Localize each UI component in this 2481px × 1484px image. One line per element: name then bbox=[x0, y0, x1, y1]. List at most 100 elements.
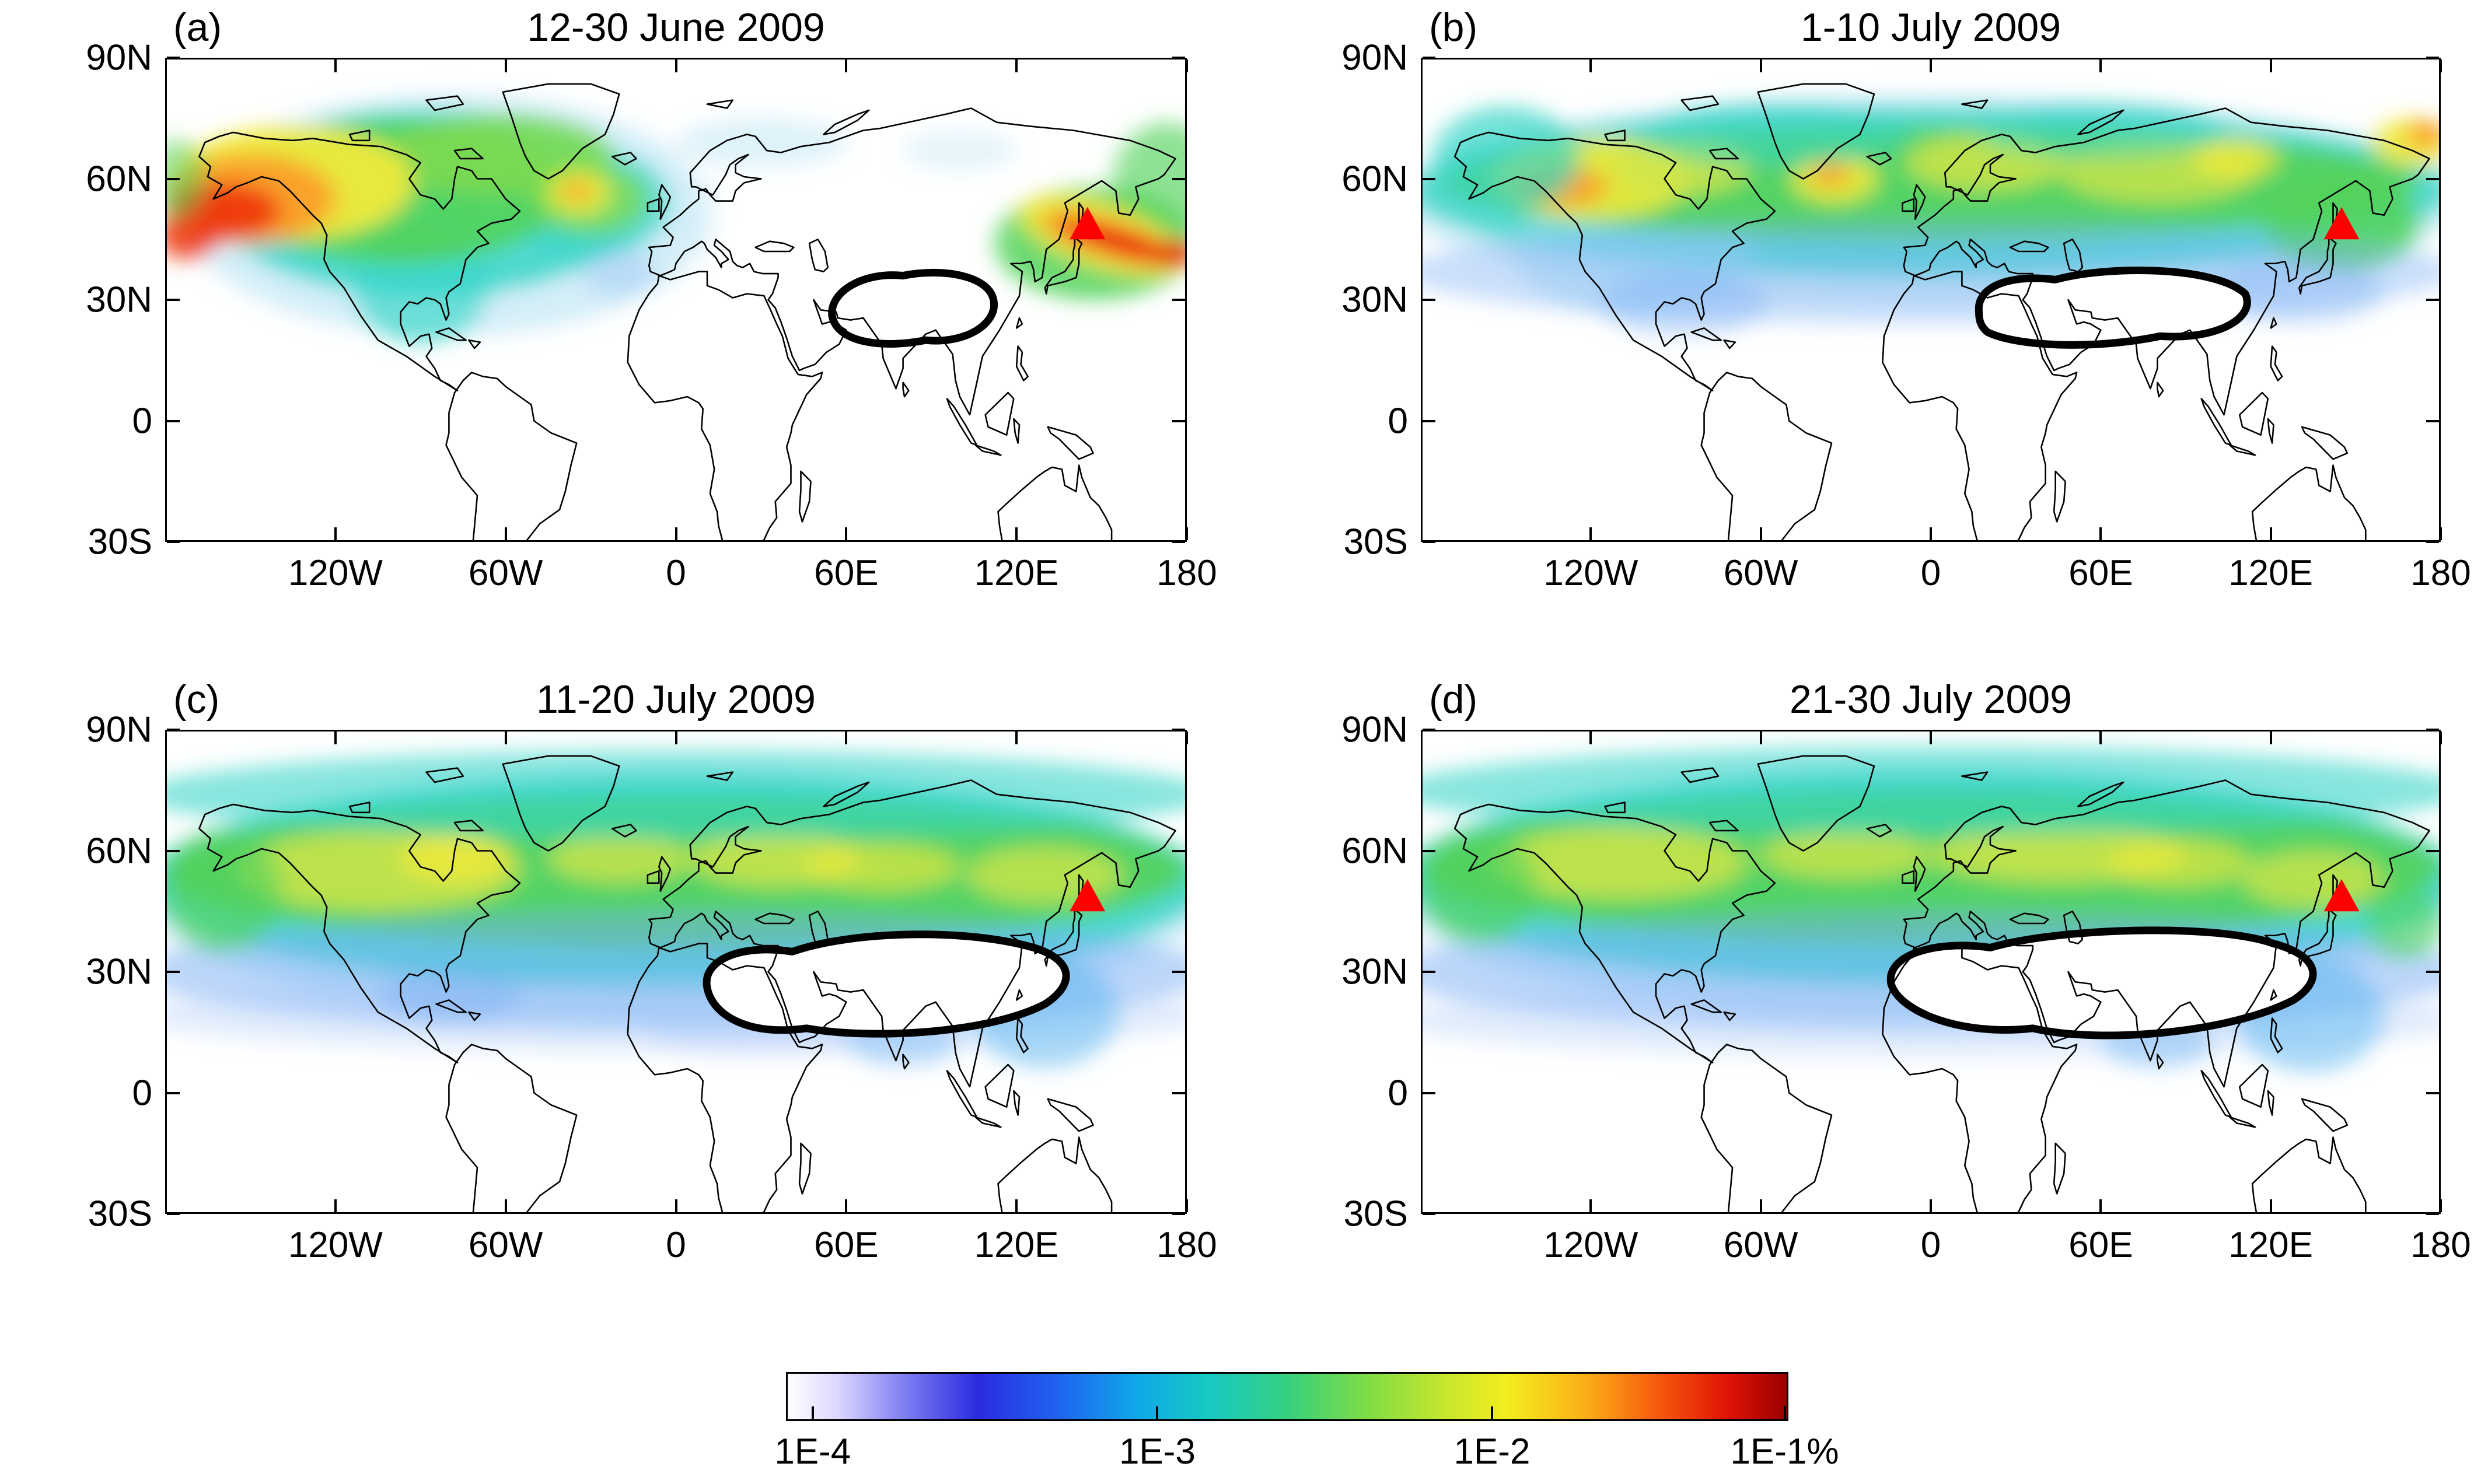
x-axis-tick-label: 180 bbox=[1156, 553, 1217, 593]
y-tick-mark bbox=[167, 177, 180, 180]
map-panel-c: (c) 11-20 July 2009 120W 60W 0 60E 120E 180 90… bbox=[86, 680, 1217, 1265]
y-axis-tick-label: 60N bbox=[1341, 159, 1408, 199]
panel-letter-a: (a) bbox=[173, 5, 222, 50]
heat-field bbox=[165, 750, 1187, 1069]
colorbar-tick-label: 1E-2 bbox=[1453, 1432, 1530, 1472]
x-axis-tick-label: 60E bbox=[2068, 1225, 2133, 1265]
x-tick-mark bbox=[504, 1199, 507, 1212]
y-axis-tick-label: 30S bbox=[1343, 522, 1408, 562]
anticyclone-contour bbox=[1891, 930, 2313, 1035]
x-tick-mark bbox=[2269, 60, 2272, 72]
x-tick-mark bbox=[1186, 60, 1188, 72]
panel-letter-b: (b) bbox=[1429, 5, 1478, 50]
y-tick-mark bbox=[1172, 177, 1185, 180]
x-axis-tick-label: 120W bbox=[288, 1225, 383, 1265]
y-tick-mark bbox=[167, 971, 180, 973]
world-heatmap-b bbox=[1421, 58, 2441, 542]
x-axis-tick-label: 120E bbox=[2228, 553, 2313, 593]
x-tick-mark bbox=[845, 60, 848, 72]
x-axis-tick-label: 180 bbox=[2410, 1225, 2471, 1265]
y-tick-mark bbox=[1172, 299, 1185, 301]
y-tick-mark bbox=[167, 299, 180, 301]
map-panel-b: (b) 1-10 July 2009 120W 60W 0 60E 120E 180 90N… bbox=[1341, 8, 2470, 593]
y-tick-mark bbox=[1172, 541, 1185, 543]
map-panel-d: (d) 21-30 July 2009 120W 60W 0 60E 120E 180 90… bbox=[1341, 680, 2470, 1265]
y-tick-mark bbox=[1172, 729, 1185, 731]
contour-interior bbox=[1891, 930, 2314, 1036]
x-axis-tick-label: 180 bbox=[2410, 553, 2471, 593]
y-tick-mark bbox=[1172, 1091, 1185, 1094]
x-tick-mark bbox=[1015, 732, 1018, 744]
red-triangle-marker-icon bbox=[1070, 206, 1106, 240]
x-tick-mark bbox=[1759, 732, 1762, 744]
x-axis-tick-label: 120E bbox=[974, 553, 1059, 593]
x-tick-mark bbox=[675, 60, 677, 72]
y-tick-mark bbox=[1423, 57, 1435, 59]
y-tick-mark bbox=[2426, 971, 2439, 973]
x-tick-mark bbox=[504, 732, 507, 744]
colorbar-tick-mark bbox=[1783, 1406, 1786, 1419]
x-tick-mark bbox=[1186, 527, 1188, 540]
x-tick-mark bbox=[334, 60, 337, 72]
x-axis-tick-label: 60W bbox=[468, 553, 543, 593]
x-tick-mark bbox=[1759, 60, 1762, 72]
y-axis-tick-label: 90N bbox=[1341, 709, 1408, 750]
x-tick-mark bbox=[1589, 732, 1592, 744]
y-tick-mark bbox=[167, 1213, 180, 1215]
y-tick-mark bbox=[1172, 971, 1185, 973]
x-tick-mark bbox=[504, 527, 507, 540]
x-tick-mark bbox=[334, 527, 337, 540]
contour-interior bbox=[707, 934, 1067, 1034]
y-tick-mark bbox=[2426, 1213, 2439, 1215]
x-tick-mark bbox=[1930, 527, 1932, 540]
y-axis-tick-label: 60N bbox=[1341, 831, 1408, 871]
x-tick-mark bbox=[2099, 1199, 2102, 1212]
y-tick-mark bbox=[1172, 57, 1185, 59]
x-axis-tick-label: 0 bbox=[666, 1225, 686, 1265]
y-tick-mark bbox=[1172, 849, 1185, 852]
colorbar-tick-label: 1E-4 bbox=[774, 1432, 851, 1472]
x-tick-mark bbox=[845, 732, 848, 744]
x-tick-mark bbox=[1186, 732, 1188, 744]
y-tick-mark bbox=[1423, 419, 1435, 422]
red-triangle-marker-icon bbox=[2323, 206, 2360, 240]
x-axis-tick-label: 60W bbox=[1723, 553, 1798, 593]
y-axis-tick-label: 30S bbox=[88, 522, 152, 562]
y-axis-tick-label: 60N bbox=[86, 831, 152, 871]
y-tick-mark bbox=[2426, 1091, 2439, 1094]
x-tick-mark bbox=[1930, 60, 1932, 72]
y-axis-tick-label: 90N bbox=[86, 709, 152, 750]
y-tick-mark bbox=[2426, 729, 2439, 731]
x-axis-tick-label: 120E bbox=[2228, 1225, 2313, 1265]
x-tick-mark bbox=[2440, 527, 2442, 540]
x-tick-mark bbox=[1015, 527, 1018, 540]
y-tick-mark bbox=[1172, 419, 1185, 422]
world-heatmap-a bbox=[165, 58, 1187, 542]
x-axis-tick-label: 120E bbox=[974, 1225, 1059, 1265]
y-axis-tick-label: 30S bbox=[1343, 1194, 1408, 1234]
y-tick-mark bbox=[1423, 1091, 1435, 1094]
x-tick-mark bbox=[334, 1199, 337, 1212]
panel-title-c: 11-20 July 2009 bbox=[536, 677, 816, 722]
x-tick-mark bbox=[2440, 1199, 2442, 1212]
y-axis-tick-label: 0 bbox=[132, 1073, 152, 1113]
y-tick-mark bbox=[1423, 729, 1435, 731]
y-tick-mark bbox=[2426, 541, 2439, 543]
y-axis-tick-label: 30N bbox=[86, 951, 152, 992]
colorbar-gradient bbox=[788, 1374, 1787, 1419]
x-axis-tick-label: 60E bbox=[2068, 553, 2133, 593]
y-axis-tick-label: 60N bbox=[86, 159, 152, 199]
y-tick-mark bbox=[167, 541, 180, 543]
y-axis-tick-label: 0 bbox=[1388, 1073, 1408, 1113]
x-tick-mark bbox=[845, 527, 848, 540]
contour-interior bbox=[1979, 270, 2248, 345]
red-triangle-marker-icon bbox=[2323, 878, 2360, 912]
y-axis-tick-label: 30N bbox=[86, 279, 152, 320]
y-axis-tick-label: 30N bbox=[1341, 951, 1408, 992]
panel-letter-d: (d) bbox=[1429, 677, 1478, 722]
y-tick-mark bbox=[1172, 1213, 1185, 1215]
x-tick-mark bbox=[2440, 60, 2442, 72]
x-axis-tick-label: 60W bbox=[1723, 1225, 1798, 1265]
world-heatmap-d bbox=[1421, 746, 2441, 1214]
